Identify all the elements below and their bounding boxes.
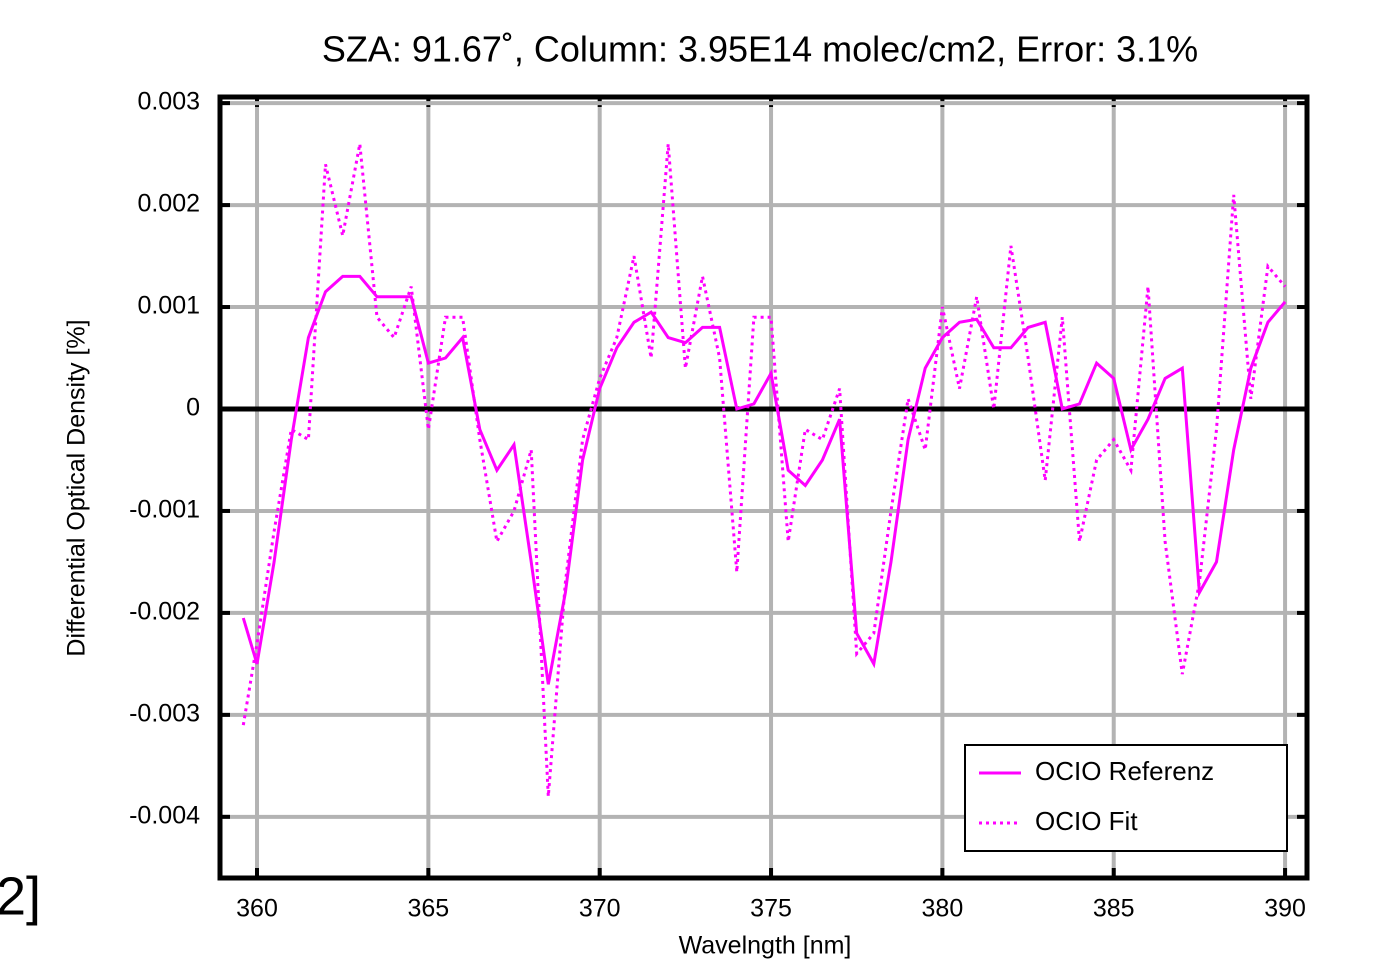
- legend-box: [964, 744, 1288, 852]
- y-tick-label: 0.001: [137, 292, 200, 320]
- cropped-text: 2]: [0, 866, 41, 926]
- y-axis-label: Differential Optical Density [%]: [63, 319, 91, 656]
- x-tick-label: 385: [1093, 895, 1135, 923]
- y-tick-label: 0: [186, 394, 200, 422]
- legend-label: OCIO Fit: [1035, 806, 1138, 836]
- x-axis-label: Wavelngth [nm]: [679, 932, 852, 960]
- legend-label: OCIO Referenz: [1035, 756, 1214, 786]
- data-line: [241, 143, 1287, 797]
- data-line: [241, 274, 1287, 685]
- x-tick-label: 370: [579, 895, 621, 923]
- x-tick-label: 375: [750, 895, 792, 923]
- x-tick-label: 365: [407, 895, 449, 923]
- chart-subtitle: SZA: 91.67˚, Column: 3.95E14 molec/cm2, …: [322, 29, 1198, 70]
- y-tick-label: -0.004: [129, 801, 200, 829]
- plot-frame: [217, 94, 1310, 881]
- x-tick-label: 380: [922, 895, 964, 923]
- y-tick-label: -0.003: [129, 699, 200, 727]
- y-tick-label: -0.001: [129, 496, 200, 524]
- x-tick-label: 360: [236, 895, 278, 923]
- y-tick-label: 0.003: [137, 88, 200, 116]
- y-tick-label: -0.002: [129, 598, 200, 626]
- y-tick-label: 0.002: [137, 190, 200, 218]
- x-tick-label: 390: [1264, 895, 1306, 923]
